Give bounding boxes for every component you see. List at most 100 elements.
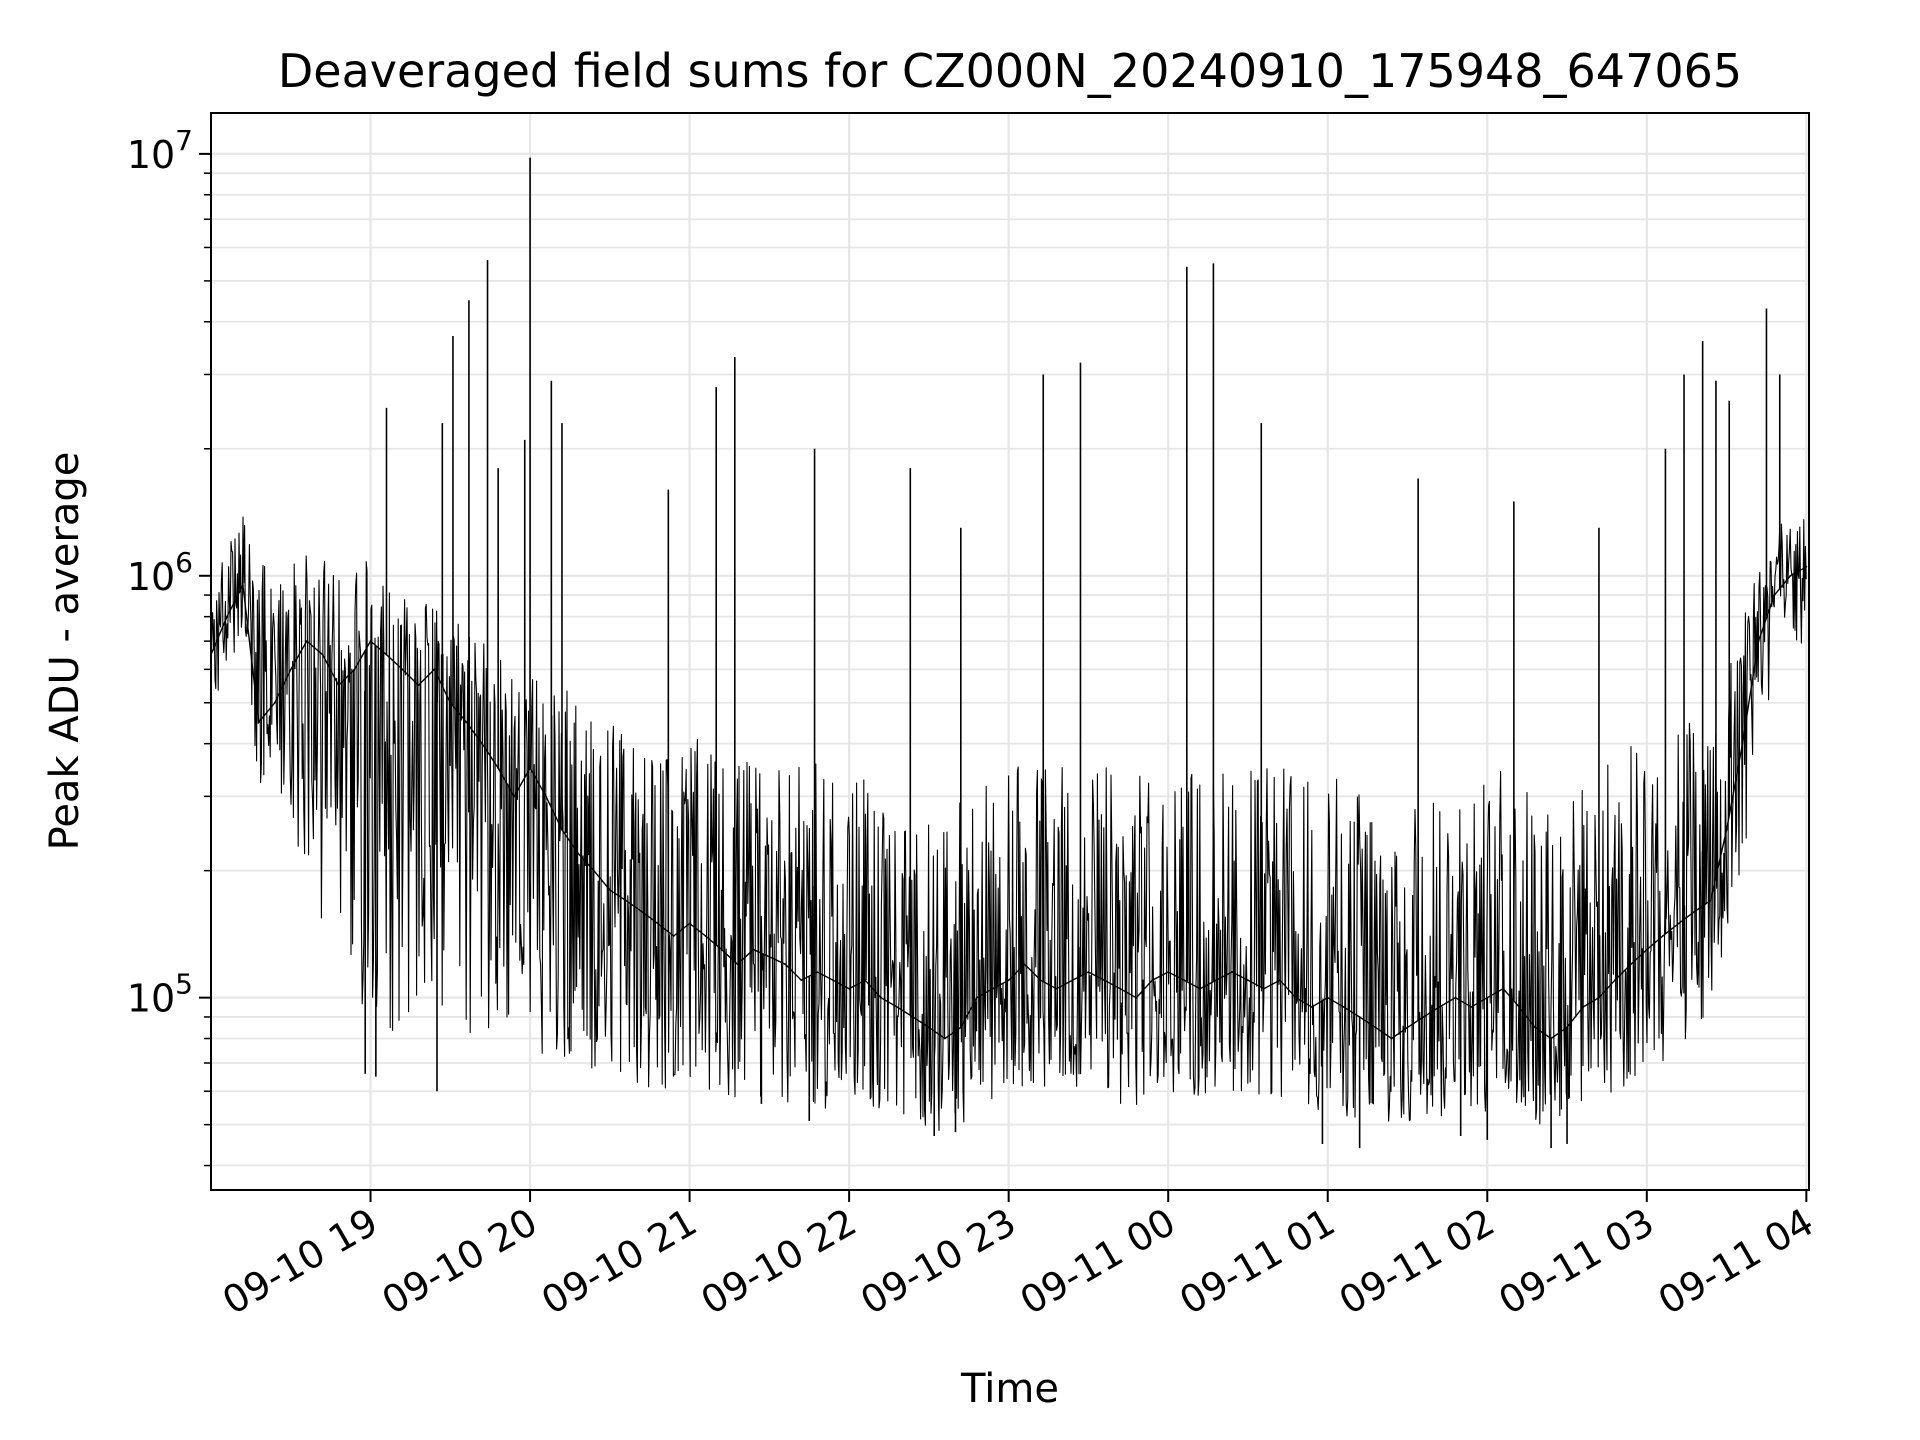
axes-frame bbox=[210, 112, 1810, 1191]
data-point bbox=[321, 653, 324, 656]
data-point bbox=[1231, 971, 1233, 973]
data-point bbox=[1007, 979, 1010, 982]
data-point bbox=[672, 935, 675, 937]
plot-area bbox=[210, 157, 1808, 1149]
data-point bbox=[1454, 996, 1457, 999]
data-point bbox=[433, 668, 436, 671]
data-point bbox=[449, 701, 452, 704]
data-point bbox=[720, 948, 723, 951]
data-point bbox=[1055, 987, 1058, 990]
data-point bbox=[912, 1016, 914, 1018]
data-point bbox=[1789, 574, 1792, 577]
data-point bbox=[1039, 979, 1042, 982]
data-point bbox=[1645, 948, 1648, 951]
data-point bbox=[1151, 979, 1154, 982]
data-point bbox=[1534, 1026, 1536, 1029]
data-point bbox=[944, 1037, 946, 1040]
data-point bbox=[1215, 979, 1217, 982]
data-point bbox=[1263, 987, 1265, 990]
data-point bbox=[656, 922, 659, 925]
data-point bbox=[593, 869, 595, 872]
data-point bbox=[880, 996, 882, 999]
data-point bbox=[577, 852, 579, 855]
data-point bbox=[1630, 963, 1632, 966]
data-point bbox=[1805, 565, 1808, 568]
data-point bbox=[305, 640, 308, 642]
data-point bbox=[545, 795, 547, 798]
data-point bbox=[991, 987, 994, 990]
data-point bbox=[337, 684, 340, 687]
data-point bbox=[1374, 1026, 1377, 1029]
data-point bbox=[800, 979, 803, 982]
data-point bbox=[401, 668, 404, 671]
data-point bbox=[1582, 1006, 1584, 1008]
chart-title: Deaveraged field sums for CZ000N_2024091… bbox=[278, 44, 1742, 98]
data-point bbox=[784, 963, 787, 966]
data-point bbox=[1502, 987, 1505, 990]
data-point bbox=[1087, 971, 1090, 973]
data-point bbox=[848, 987, 850, 990]
data-point bbox=[513, 795, 515, 798]
data-point bbox=[1023, 963, 1026, 966]
data-point bbox=[1119, 987, 1122, 990]
data-point bbox=[1326, 996, 1329, 999]
data-point bbox=[1693, 910, 1696, 913]
data-point bbox=[688, 922, 691, 925]
data-point bbox=[1247, 979, 1249, 982]
data-point bbox=[896, 1006, 898, 1008]
data-point bbox=[1135, 996, 1138, 999]
data-point bbox=[1294, 996, 1297, 999]
data-point bbox=[1071, 979, 1074, 982]
data-point bbox=[1342, 1006, 1345, 1008]
data-point bbox=[1741, 742, 1744, 745]
y-tick-label: 106 bbox=[127, 546, 193, 599]
data-point bbox=[736, 963, 739, 966]
data-point bbox=[258, 721, 260, 723]
data-point bbox=[226, 615, 228, 618]
data-point bbox=[1709, 899, 1712, 902]
data-point bbox=[1167, 971, 1170, 973]
data-point bbox=[1406, 1026, 1409, 1029]
data-point bbox=[1773, 594, 1776, 596]
data-point bbox=[1677, 922, 1680, 925]
data-point bbox=[1518, 1006, 1521, 1008]
data-point bbox=[816, 971, 819, 973]
data-point bbox=[1279, 979, 1281, 982]
data-point bbox=[1310, 1006, 1313, 1008]
data-point bbox=[768, 955, 771, 958]
data-point bbox=[369, 640, 372, 642]
data-point bbox=[1438, 1006, 1441, 1008]
data-point bbox=[481, 742, 484, 745]
data-point bbox=[752, 948, 755, 951]
data-point bbox=[704, 935, 707, 937]
data-point bbox=[353, 668, 356, 671]
data-point bbox=[624, 899, 627, 902]
y-tick-label: 107 bbox=[127, 124, 193, 177]
data-point bbox=[928, 1026, 930, 1029]
data-point bbox=[417, 684, 420, 687]
data-point bbox=[273, 701, 276, 704]
y-axis-label: Peak ADU - average bbox=[42, 452, 88, 851]
data-point bbox=[465, 721, 468, 723]
data-point bbox=[608, 889, 611, 891]
x-axis-label: Time bbox=[960, 1366, 1059, 1412]
data-point bbox=[242, 584, 244, 587]
y-tick-label: 105 bbox=[127, 968, 193, 1021]
data-point bbox=[640, 910, 643, 913]
data-point bbox=[1390, 1037, 1393, 1040]
data-point bbox=[1470, 1006, 1473, 1008]
data-point bbox=[1199, 987, 1201, 990]
data-point bbox=[1614, 979, 1616, 982]
data-point bbox=[1725, 828, 1728, 831]
data-point bbox=[1661, 935, 1664, 937]
data-point bbox=[1757, 640, 1760, 642]
data-point bbox=[975, 996, 978, 999]
series-line-noise bbox=[210, 516, 1807, 1131]
data-point bbox=[289, 668, 292, 671]
data-point bbox=[864, 979, 866, 982]
data-point bbox=[832, 979, 835, 982]
data-point bbox=[1103, 979, 1106, 982]
data-point bbox=[1183, 979, 1186, 982]
data-point bbox=[1422, 1016, 1425, 1018]
